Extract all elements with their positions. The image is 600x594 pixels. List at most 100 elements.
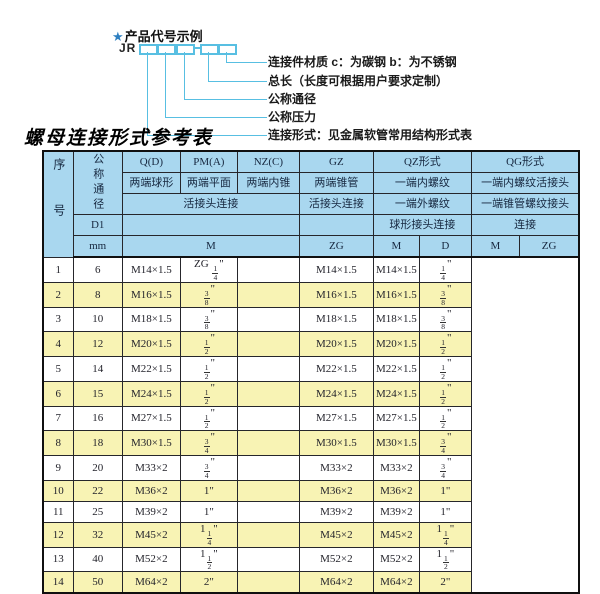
table-cell: M27×1.5 xyxy=(372,405,420,432)
header-seq-label: 序号 xyxy=(51,158,66,251)
table-cell xyxy=(236,500,300,523)
header-qg-desc2: 一端锥管螺纹接头 xyxy=(470,193,580,215)
table-cell: M14×1.5 xyxy=(372,256,420,283)
connector-line-5 xyxy=(147,52,267,136)
header-qz-desc2: 一端外螺纹 xyxy=(372,193,472,215)
header-qd-desc: 两端球形 xyxy=(121,172,181,194)
table-cell: 40 xyxy=(72,546,123,573)
table-cell xyxy=(236,571,300,594)
table-cell: 22 xyxy=(72,479,123,502)
table-cell xyxy=(236,331,300,357)
header-union-conn: 活接头连接 xyxy=(121,193,300,215)
table-cell: 3 8 " xyxy=(418,281,472,308)
header-qz-desc1: 一端内螺纹 xyxy=(372,172,472,194)
table-cell: M20×1.5 xyxy=(298,331,374,357)
header-pma-desc: 两端平面 xyxy=(179,172,238,194)
table-cell: 1 1 2 " xyxy=(179,546,238,573)
table-cell: 8 xyxy=(42,430,74,456)
table-cell: M27×1.5 xyxy=(121,405,181,432)
table-cell: 1 2 " xyxy=(418,405,472,432)
table-cell: M45×2 xyxy=(298,521,374,548)
table-cell: 2" xyxy=(418,571,472,594)
table-cell: 13 xyxy=(42,546,74,573)
header-seq: 序号 xyxy=(42,150,74,258)
table-cell: 12 xyxy=(72,331,123,357)
table-cell: M24×1.5 xyxy=(121,380,181,407)
star-icon: ★ xyxy=(112,29,124,44)
diagram-label-diameter: 公称通径 xyxy=(268,92,317,106)
table-cell: 12 xyxy=(42,521,74,548)
table-cell: 2 xyxy=(42,281,74,308)
table-cell: M45×2 xyxy=(372,521,420,548)
header-gz-desc: 两端锥管 xyxy=(298,172,374,194)
table-cell xyxy=(236,479,300,502)
table-cell: 25 xyxy=(72,500,123,523)
table-cell: 14 xyxy=(72,356,123,382)
table-cell: 6 xyxy=(72,256,123,283)
table-row: 12 32 M45×2 1 1 4 " M45×2 M45×2 1 1 4 " xyxy=(42,521,579,548)
table-cell: 2" xyxy=(179,571,238,594)
table-cell: M39×2 xyxy=(298,500,374,523)
table-cell: 1 4 " xyxy=(418,256,472,283)
diagram-title: ★产品代号示例 xyxy=(112,26,203,45)
table-cell: M64×2 xyxy=(372,571,420,594)
table-cell: M39×2 xyxy=(372,500,420,523)
header-unit-zg1: ZG xyxy=(298,235,374,258)
table-cell: M24×1.5 xyxy=(372,380,420,407)
table-cell xyxy=(236,546,300,573)
table-cell: 1 2 " xyxy=(179,356,238,382)
table-cell: 1 1 2 " xyxy=(418,546,472,573)
table-cell xyxy=(236,405,300,432)
header-unit-d: D xyxy=(418,235,472,258)
table-cell: 32 xyxy=(72,521,123,548)
header-col-qd: Q(D) xyxy=(121,150,181,173)
table-cell xyxy=(236,380,300,407)
table-row: 4 12 M20×1.5 1 2 " M20×1.5 M20×1.5 1 2 " xyxy=(42,331,579,357)
header-qg-conn: 连接 xyxy=(470,214,580,236)
header-gz-conn: 活接头连接 xyxy=(298,193,374,215)
table-row: 1 6 M14×1.5 ZG 1 4 " M14×1.5 M14×1.5 1 4 " xyxy=(42,256,579,283)
table-cell: M22×1.5 xyxy=(298,356,374,382)
table-cell: ZG 1 4 " xyxy=(179,256,238,283)
table-cell: 1" xyxy=(179,500,238,523)
table-cell: M30×1.5 xyxy=(298,430,374,456)
table-cell: 14 xyxy=(42,571,74,594)
code-dash xyxy=(194,47,201,49)
table-cell: M64×2 xyxy=(121,571,181,594)
table-cell: 3 4 " xyxy=(179,430,238,456)
table-cell: M36×2 xyxy=(298,479,374,502)
table-row: 6 15 M24×1.5 1 2 " M24×1.5 M24×1.5 1 2 " xyxy=(42,380,579,407)
table-cell: 1 2 " xyxy=(418,331,472,357)
table-cell: M39×2 xyxy=(121,500,181,523)
table-cell: 1 2 " xyxy=(179,380,238,407)
table-cell: M36×2 xyxy=(372,479,420,502)
header-unit-m1: M xyxy=(121,235,300,258)
table-cell: M33×2 xyxy=(298,455,374,481)
table-row: 7 16 M27×1.5 1 2 " M27×1.5 M27×1.5 1 2 " xyxy=(42,405,579,432)
table-cell: 9 xyxy=(42,455,74,481)
table-cell: 18 xyxy=(72,430,123,456)
table-row: 13 40 M52×2 1 1 2 " M52×2 M52×2 1 1 2 " xyxy=(42,546,579,573)
table-cell: M52×2 xyxy=(372,546,420,573)
table-row: 2 8 M16×1.5 3 8 " M16×1.5 M16×1.5 3 8 " xyxy=(42,281,579,308)
table-cell: 1 2 " xyxy=(418,380,472,407)
diagram-label-pressure: 公称压力 xyxy=(268,110,317,124)
header-d1: D1 xyxy=(72,214,123,236)
header-col-qg: QG形式 xyxy=(470,150,580,173)
table-cell: 3 4 " xyxy=(418,430,472,456)
table-cell: M20×1.5 xyxy=(121,331,181,357)
header-col-pma: PM(A) xyxy=(179,150,238,173)
table-cell: 20 xyxy=(72,455,123,481)
